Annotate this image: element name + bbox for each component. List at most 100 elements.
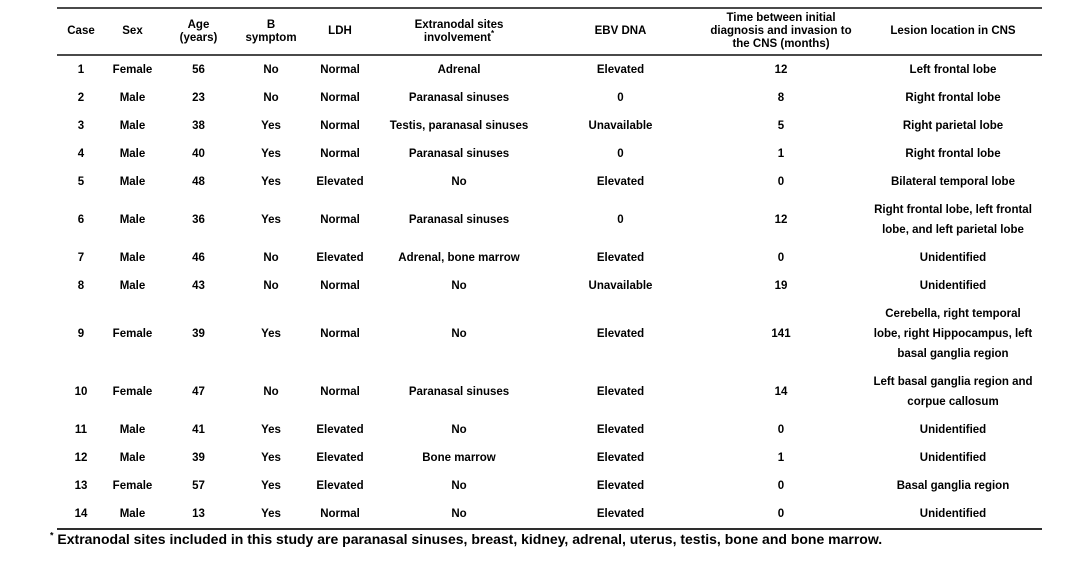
table-cell: Male bbox=[119, 148, 146, 160]
table-cell: 48 bbox=[192, 176, 205, 188]
table-cell: Normal bbox=[320, 280, 360, 292]
table-cell: Female bbox=[112, 480, 153, 492]
table-cell: 14 bbox=[774, 386, 788, 398]
table-cell: 7 bbox=[77, 252, 85, 264]
table-cell: Unavailable bbox=[588, 280, 653, 292]
table-cell: Left basal ganglia region and corpue cal… bbox=[873, 376, 1033, 408]
column-header: B symptom bbox=[245, 18, 297, 44]
table-row: 12 Male 39 Yes Elevated Bone marrow Elevated 1 U… bbox=[57, 444, 1042, 472]
table-cell: 46 bbox=[192, 252, 205, 264]
column-header: LDH bbox=[328, 25, 352, 37]
table-cell: 10 bbox=[74, 386, 88, 398]
table-row: 3 Male 38 Yes Normal Testis, paranasal sinuse… bbox=[57, 112, 1042, 140]
table-cell: Male bbox=[119, 92, 146, 104]
table-cell: Female bbox=[112, 64, 153, 76]
table-cell: Paranasal sinuses bbox=[408, 386, 510, 398]
table-row: 8 Male 43 No Normal No Unavailable 19 Unidentifi… bbox=[57, 272, 1042, 300]
table-cell: 141 bbox=[771, 328, 791, 340]
table-cell: Cerebella, right temporal lobe, right Hi… bbox=[873, 308, 1033, 360]
table-cell: Male bbox=[119, 508, 146, 520]
column-header: Lesion location in CNS bbox=[890, 25, 1016, 37]
column-header: Case bbox=[67, 25, 95, 37]
table-cell: Normal bbox=[320, 508, 360, 520]
table-cell: Elevated bbox=[596, 386, 645, 398]
table-cell: Yes bbox=[261, 176, 281, 188]
table-cell: Unidentified bbox=[919, 280, 987, 292]
table-cell: 5 bbox=[77, 176, 85, 188]
column-header: Age (years) bbox=[179, 18, 218, 44]
table-row: 11 Male 41 Yes Elevated No Elevated 0 Unidentifi… bbox=[57, 416, 1042, 444]
table-row: 9 Female 39 Yes Normal No Elevated 141 Cerebella… bbox=[57, 300, 1042, 368]
table-cell: 1 bbox=[77, 64, 85, 76]
table-cell: Normal bbox=[320, 148, 360, 160]
table-cell: No bbox=[263, 252, 279, 264]
table-cell: 57 bbox=[192, 480, 205, 492]
table-row: 2 Male 23 No Normal Paranasal sinuses 0 8 Right … bbox=[57, 84, 1042, 112]
table-cell: Elevated bbox=[316, 424, 364, 436]
table-cell: Elevated bbox=[596, 508, 645, 520]
table-cell: No bbox=[451, 280, 467, 292]
table-cell: Right frontal lobe bbox=[905, 92, 1001, 104]
table-cell: Testis, paranasal sinuses bbox=[389, 120, 529, 132]
table-cell: No bbox=[451, 328, 467, 340]
table-row: 1 Female 56 No Normal Adrenal Elevated 12 Left f… bbox=[57, 55, 1042, 84]
table-cell: Male bbox=[119, 280, 146, 292]
table-cell: Unidentified bbox=[919, 252, 987, 264]
table-cell: 47 bbox=[192, 386, 205, 398]
column-header: Time between initial diagnosis and invas… bbox=[710, 12, 852, 50]
table-cell: Elevated bbox=[596, 176, 645, 188]
table-cell: Elevated bbox=[596, 328, 645, 340]
table-header-row: Case Sex Age (years) B symptom LDH Extranodal… bbox=[57, 8, 1042, 55]
table-cell: Elevated bbox=[316, 176, 364, 188]
table-cell: Basal ganglia region bbox=[896, 480, 1010, 492]
table-cell: 39 bbox=[192, 328, 205, 340]
table-cell: Yes bbox=[261, 120, 281, 132]
table-cell: Male bbox=[119, 452, 146, 464]
column-header: Extranodal sites involvement* bbox=[414, 18, 504, 44]
footnote-asterisk-marker: * bbox=[50, 530, 54, 541]
table-cell: 19 bbox=[774, 280, 788, 292]
table-row: 13 Female 57 Yes Elevated No Elevated 0 Basal ga… bbox=[57, 472, 1042, 500]
table-cell: 13 bbox=[74, 480, 88, 492]
table-cell: Elevated bbox=[316, 452, 364, 464]
table-cell: No bbox=[451, 424, 467, 436]
table-cell: 1 bbox=[777, 148, 785, 160]
table-cell: Male bbox=[119, 120, 146, 132]
table-cell: 4 bbox=[77, 148, 85, 160]
header-asterisk-marker: * bbox=[490, 28, 495, 38]
column-header: EBV DNA bbox=[594, 25, 647, 37]
table-cell: Normal bbox=[320, 214, 360, 226]
table-cell: No bbox=[263, 64, 279, 76]
table-cell: Elevated bbox=[596, 480, 645, 492]
table-cell: 5 bbox=[777, 120, 785, 132]
table-cell: 13 bbox=[192, 508, 205, 520]
table-cell: Elevated bbox=[596, 252, 645, 264]
table-cell: Paranasal sinuses bbox=[408, 148, 510, 160]
table-cell: Male bbox=[119, 252, 146, 264]
table-row: 6 Male 36 Yes Normal Paranasal sinuses 0 12 Righ… bbox=[57, 196, 1042, 244]
column-header: Sex bbox=[122, 25, 143, 37]
table-cell: Elevated bbox=[316, 252, 364, 264]
table-cell: Male bbox=[119, 424, 146, 436]
table-cell: Normal bbox=[320, 92, 360, 104]
table-row: 4 Male 40 Yes Normal Paranasal sinuses 0 1 Right… bbox=[57, 140, 1042, 168]
table-cell: 1 bbox=[777, 452, 785, 464]
table-cell: 0 bbox=[617, 214, 624, 226]
table-cell: 40 bbox=[192, 148, 205, 160]
table-cell: Bilateral temporal lobe bbox=[891, 176, 1015, 188]
table-footnote: * Extranodal sites included in this stud… bbox=[50, 531, 882, 547]
table-cell: 2 bbox=[77, 92, 85, 104]
table-cell: 56 bbox=[192, 64, 205, 76]
table-cell: Right frontal lobe, left frontal lobe, a… bbox=[874, 204, 1032, 236]
table-cell: Elevated bbox=[596, 452, 645, 464]
table-cell: 0 bbox=[777, 480, 785, 492]
table-cell: Adrenal, bone marrow bbox=[398, 252, 520, 264]
table-cell: Male bbox=[119, 176, 146, 188]
table-cell: 36 bbox=[192, 214, 205, 226]
table-cell: Normal bbox=[320, 120, 360, 132]
table-cell: Female bbox=[112, 386, 153, 398]
table-cell: 0 bbox=[617, 148, 624, 160]
table-cell: Yes bbox=[261, 508, 281, 520]
table-cell: Male bbox=[119, 214, 146, 226]
table-cell: Yes bbox=[261, 424, 281, 436]
